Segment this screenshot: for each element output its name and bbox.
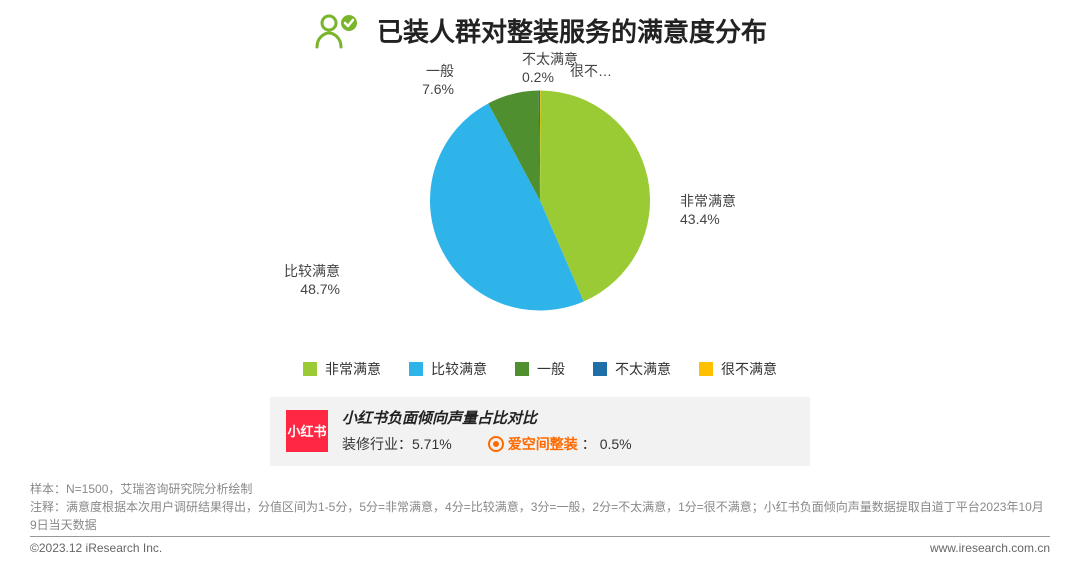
slice-label: 比较满意48.7% [284,263,340,298]
notes-line2: 注释：满意度根据本次用户调研结果得出，分值区间为1-5分，5分=非常满意，4分=… [30,498,1050,534]
legend-label: 比较满意 [431,359,487,379]
compare-box: 小红书 小红书负面倾向声量占比对比 装修行业：5.71% 爱空间整装 ： 0.5… [270,397,810,466]
brand-name: 爱空间整装 [508,434,578,454]
xiaohongshu-badge-icon: 小红书 [286,410,328,452]
compare-stats: 装修行业：5.71% 爱空间整装 ： 0.5% [342,434,794,454]
person-check-icon [313,13,361,49]
slice-label: 不太满意0.2% [522,51,578,86]
legend-item: 一般 [515,359,565,379]
pie-wrap [420,81,660,326]
legend-swatch [515,362,529,376]
legend-item: 比较满意 [409,359,487,379]
legend-label: 非常满意 [325,359,381,379]
legend-swatch [303,362,317,376]
compare-right-value: 0.5% [600,436,632,452]
compare-left-label: 装修行业： [342,436,412,452]
legend-swatch [699,362,713,376]
legend-item: 非常满意 [303,359,381,379]
legend-item: 很不满意 [699,359,777,379]
footer-right: www.iresearch.com.cn [930,541,1050,555]
compare-right-sep: ： [582,434,596,454]
legend: 非常满意 比较满意 一般 不太满意 很不满意 [30,359,1050,379]
legend-swatch [593,362,607,376]
pie-chart: 很不…非常满意43.4%比较满意48.7%一般7.6%不太满意0.2% [30,53,1050,353]
title-row: 已装人群对整装服务的满意度分布 [30,12,1050,49]
footer-left: ©2023.12 iResearch Inc. [30,541,162,555]
legend-label: 不太满意 [615,359,671,379]
notes-line1: 样本：N=1500，艾瑞咨询研究院分析绘制 [30,480,1050,498]
footer: ©2023.12 iResearch Inc. www.iresearch.co… [30,536,1050,555]
slice-label: 非常满意43.4% [680,193,736,228]
chart-title: 已装人群对整装服务的满意度分布 [377,12,767,49]
slice-label: 一般7.6% [422,63,454,98]
sample-notes: 样本：N=1500，艾瑞咨询研究院分析绘制 注释：满意度根据本次用户调研结果得出… [30,480,1050,534]
compare-left-value: 5.71% [412,436,452,452]
legend-item: 不太满意 [593,359,671,379]
legend-label: 一般 [537,359,565,379]
brand-logo-icon [488,436,504,452]
legend-swatch [409,362,423,376]
compare-title: 小红书负面倾向声量占比对比 [342,407,794,428]
legend-label: 很不满意 [721,359,777,379]
